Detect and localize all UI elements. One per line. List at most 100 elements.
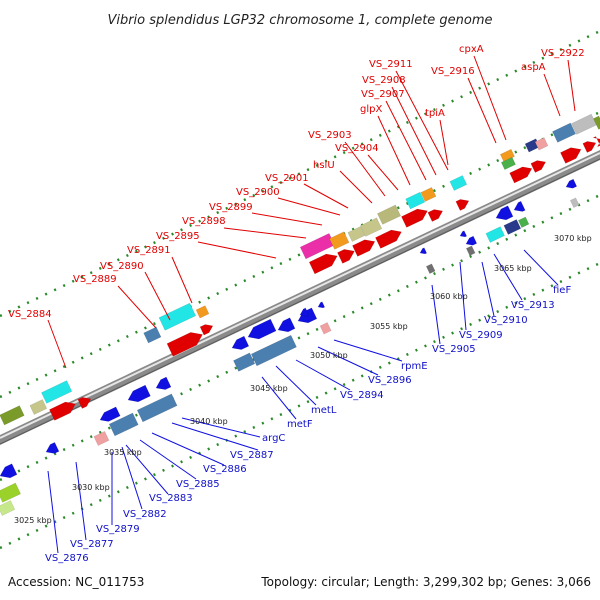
gene-feature-reverse	[231, 335, 250, 350]
gene-label-bottom[interactable]: VS_2913	[511, 300, 555, 311]
gene-feature-reverse	[465, 235, 478, 246]
gene-label-top[interactable]: VS_2903	[308, 130, 352, 141]
gene-label-bottom[interactable]: argC	[262, 433, 285, 444]
label-leader-line	[333, 339, 403, 362]
gene-label-top[interactable]: VS_2889	[73, 274, 117, 285]
gene-label-top[interactable]: VS_2907	[361, 89, 405, 100]
gene-feature-forward	[552, 122, 576, 143]
gene-feature-forward-shape	[29, 399, 48, 415]
label-leader-line	[144, 271, 171, 321]
position-tick-label: 3065 kbp	[494, 264, 532, 273]
gene-feature-reverse-shape	[93, 431, 110, 446]
gene-label-bottom[interactable]: VS_2894	[340, 390, 384, 401]
gene-label-bottom[interactable]: VS_2883	[149, 493, 193, 504]
gene-label-bottom[interactable]: VS_2886	[203, 464, 247, 475]
bottom-strand-labels: VS_2876 VS_2877 VS_2879 VS_2882 VS_2883 …	[45, 285, 571, 564]
gene-label-bottom[interactable]: VS_2896	[368, 375, 412, 386]
gene-feature-forward	[582, 141, 597, 153]
gene-feature-reverse-shape	[231, 335, 250, 350]
gene-feature-reverse	[93, 431, 110, 446]
gene-label-top[interactable]: VS_2922	[541, 48, 585, 59]
label-leader-lines	[47, 55, 576, 554]
gene-label-bottom[interactable]: VS_2887	[230, 450, 274, 461]
gene-feature-forward-shape	[352, 239, 376, 257]
gene-feature-reverse	[319, 322, 332, 335]
gene-label-top[interactable]: VS_2899	[209, 202, 253, 213]
gene-feature-forward-shape	[377, 204, 401, 225]
gene-label-bottom[interactable]: metF	[287, 419, 313, 430]
gene-label-bottom[interactable]: VS_2876	[45, 553, 89, 564]
gene-label-bottom[interactable]: rpmE	[401, 361, 428, 372]
dotted-guide-line	[0, 261, 600, 550]
gene-label-top[interactable]: VS_2890	[100, 261, 144, 272]
gene-label-bottom[interactable]: VS_2910	[484, 315, 528, 326]
gene-feature-reverse-shape	[319, 322, 332, 335]
gene-feature-reverse-shape	[513, 200, 526, 212]
gene-feature-reverse-shape	[99, 406, 121, 422]
gene-label-bottom[interactable]: VS_2909	[459, 330, 503, 341]
gene-feature-forward-shape	[552, 122, 576, 143]
gene-label-top[interactable]: VS_2900	[236, 187, 280, 198]
label-leader-line	[481, 261, 495, 317]
gene-label-bottom[interactable]: VS_2885	[176, 479, 220, 490]
gene-label-top[interactable]: VS_2908	[362, 75, 406, 86]
gene-feature-forward	[420, 187, 437, 202]
gene-label-top[interactable]: hslU	[313, 160, 335, 171]
gene-label-bottom[interactable]: VS_2882	[123, 509, 167, 520]
gene-feature-reverse	[317, 301, 326, 309]
accession-text: Accession: NC_011753	[8, 575, 144, 589]
gene-feature-forward-shape	[347, 226, 366, 242]
gene-label-bottom[interactable]: VS_2877	[70, 539, 114, 550]
gene-label-bottom[interactable]: VS_2905	[432, 344, 476, 355]
label-leader-line	[431, 284, 441, 345]
gene-feature-forward	[401, 208, 428, 228]
gene-label-top[interactable]: VS_2884	[8, 309, 52, 320]
gene-feature-forward	[77, 397, 92, 409]
gene-label-top[interactable]: tpiA	[425, 108, 445, 119]
gene-feature-reverse	[459, 230, 468, 238]
gene-feature-forward-shape	[509, 166, 533, 184]
gene-label-bottom[interactable]: VS_2879	[96, 524, 140, 535]
gene-feature-forward	[308, 253, 338, 275]
gene-feature-reverse	[465, 245, 476, 256]
gene-feature-forward	[500, 156, 516, 170]
gene-feature-forward	[352, 239, 376, 257]
gene-feature-forward-shape	[401, 208, 428, 228]
gene-label-bottom[interactable]: fieF	[553, 285, 571, 296]
gene-label-top[interactable]: aspA	[521, 62, 546, 73]
gene-label-top[interactable]: VS_2898	[182, 216, 226, 227]
gene-feature-reverse	[45, 442, 60, 454]
gene-label-top[interactable]: glpX	[360, 104, 382, 115]
dotted-guides	[0, 29, 600, 550]
gene-label-top[interactable]: VS_2895	[156, 231, 200, 242]
gene-feature-forward-shape	[582, 141, 597, 153]
gene-label-top[interactable]: VS_2911	[369, 59, 413, 70]
gene-feature-reverse	[247, 318, 277, 340]
gene-feature-forward	[337, 249, 355, 264]
label-leader-line	[171, 256, 193, 304]
gene-feature-forward	[455, 199, 470, 211]
gene-label-top[interactable]: VS_2916	[431, 66, 475, 77]
gene-feature-forward-shape	[455, 199, 470, 211]
gene-label-top[interactable]: VS_2891	[127, 245, 171, 256]
label-leader-line	[459, 261, 467, 331]
gene-feature-forward	[329, 231, 350, 250]
gene-feature-reverse-shape	[127, 384, 151, 403]
position-tick-label: 3070 kbp	[554, 234, 592, 243]
gene-feature-reverse-shape	[45, 442, 60, 454]
gene-label-top[interactable]: VS_2901	[265, 173, 309, 184]
gene-label-top[interactable]: VS_2904	[335, 143, 379, 154]
gene-feature-reverse	[108, 412, 139, 437]
gene-feature-reverse-shape	[247, 318, 277, 340]
gene-feature-forward	[530, 160, 547, 173]
gene-feature-reverse	[0, 482, 21, 503]
gene-label-top[interactable]: cpxA	[459, 44, 484, 55]
label-leader-line	[171, 422, 259, 451]
gene-label-bottom[interactable]: metL	[311, 405, 337, 416]
label-leader-line	[125, 444, 169, 495]
label-leader-line	[121, 446, 143, 510]
gene-feature-reverse-shape	[0, 463, 18, 479]
gene-feature-forward	[534, 137, 549, 151]
label-leader-line	[277, 197, 341, 216]
